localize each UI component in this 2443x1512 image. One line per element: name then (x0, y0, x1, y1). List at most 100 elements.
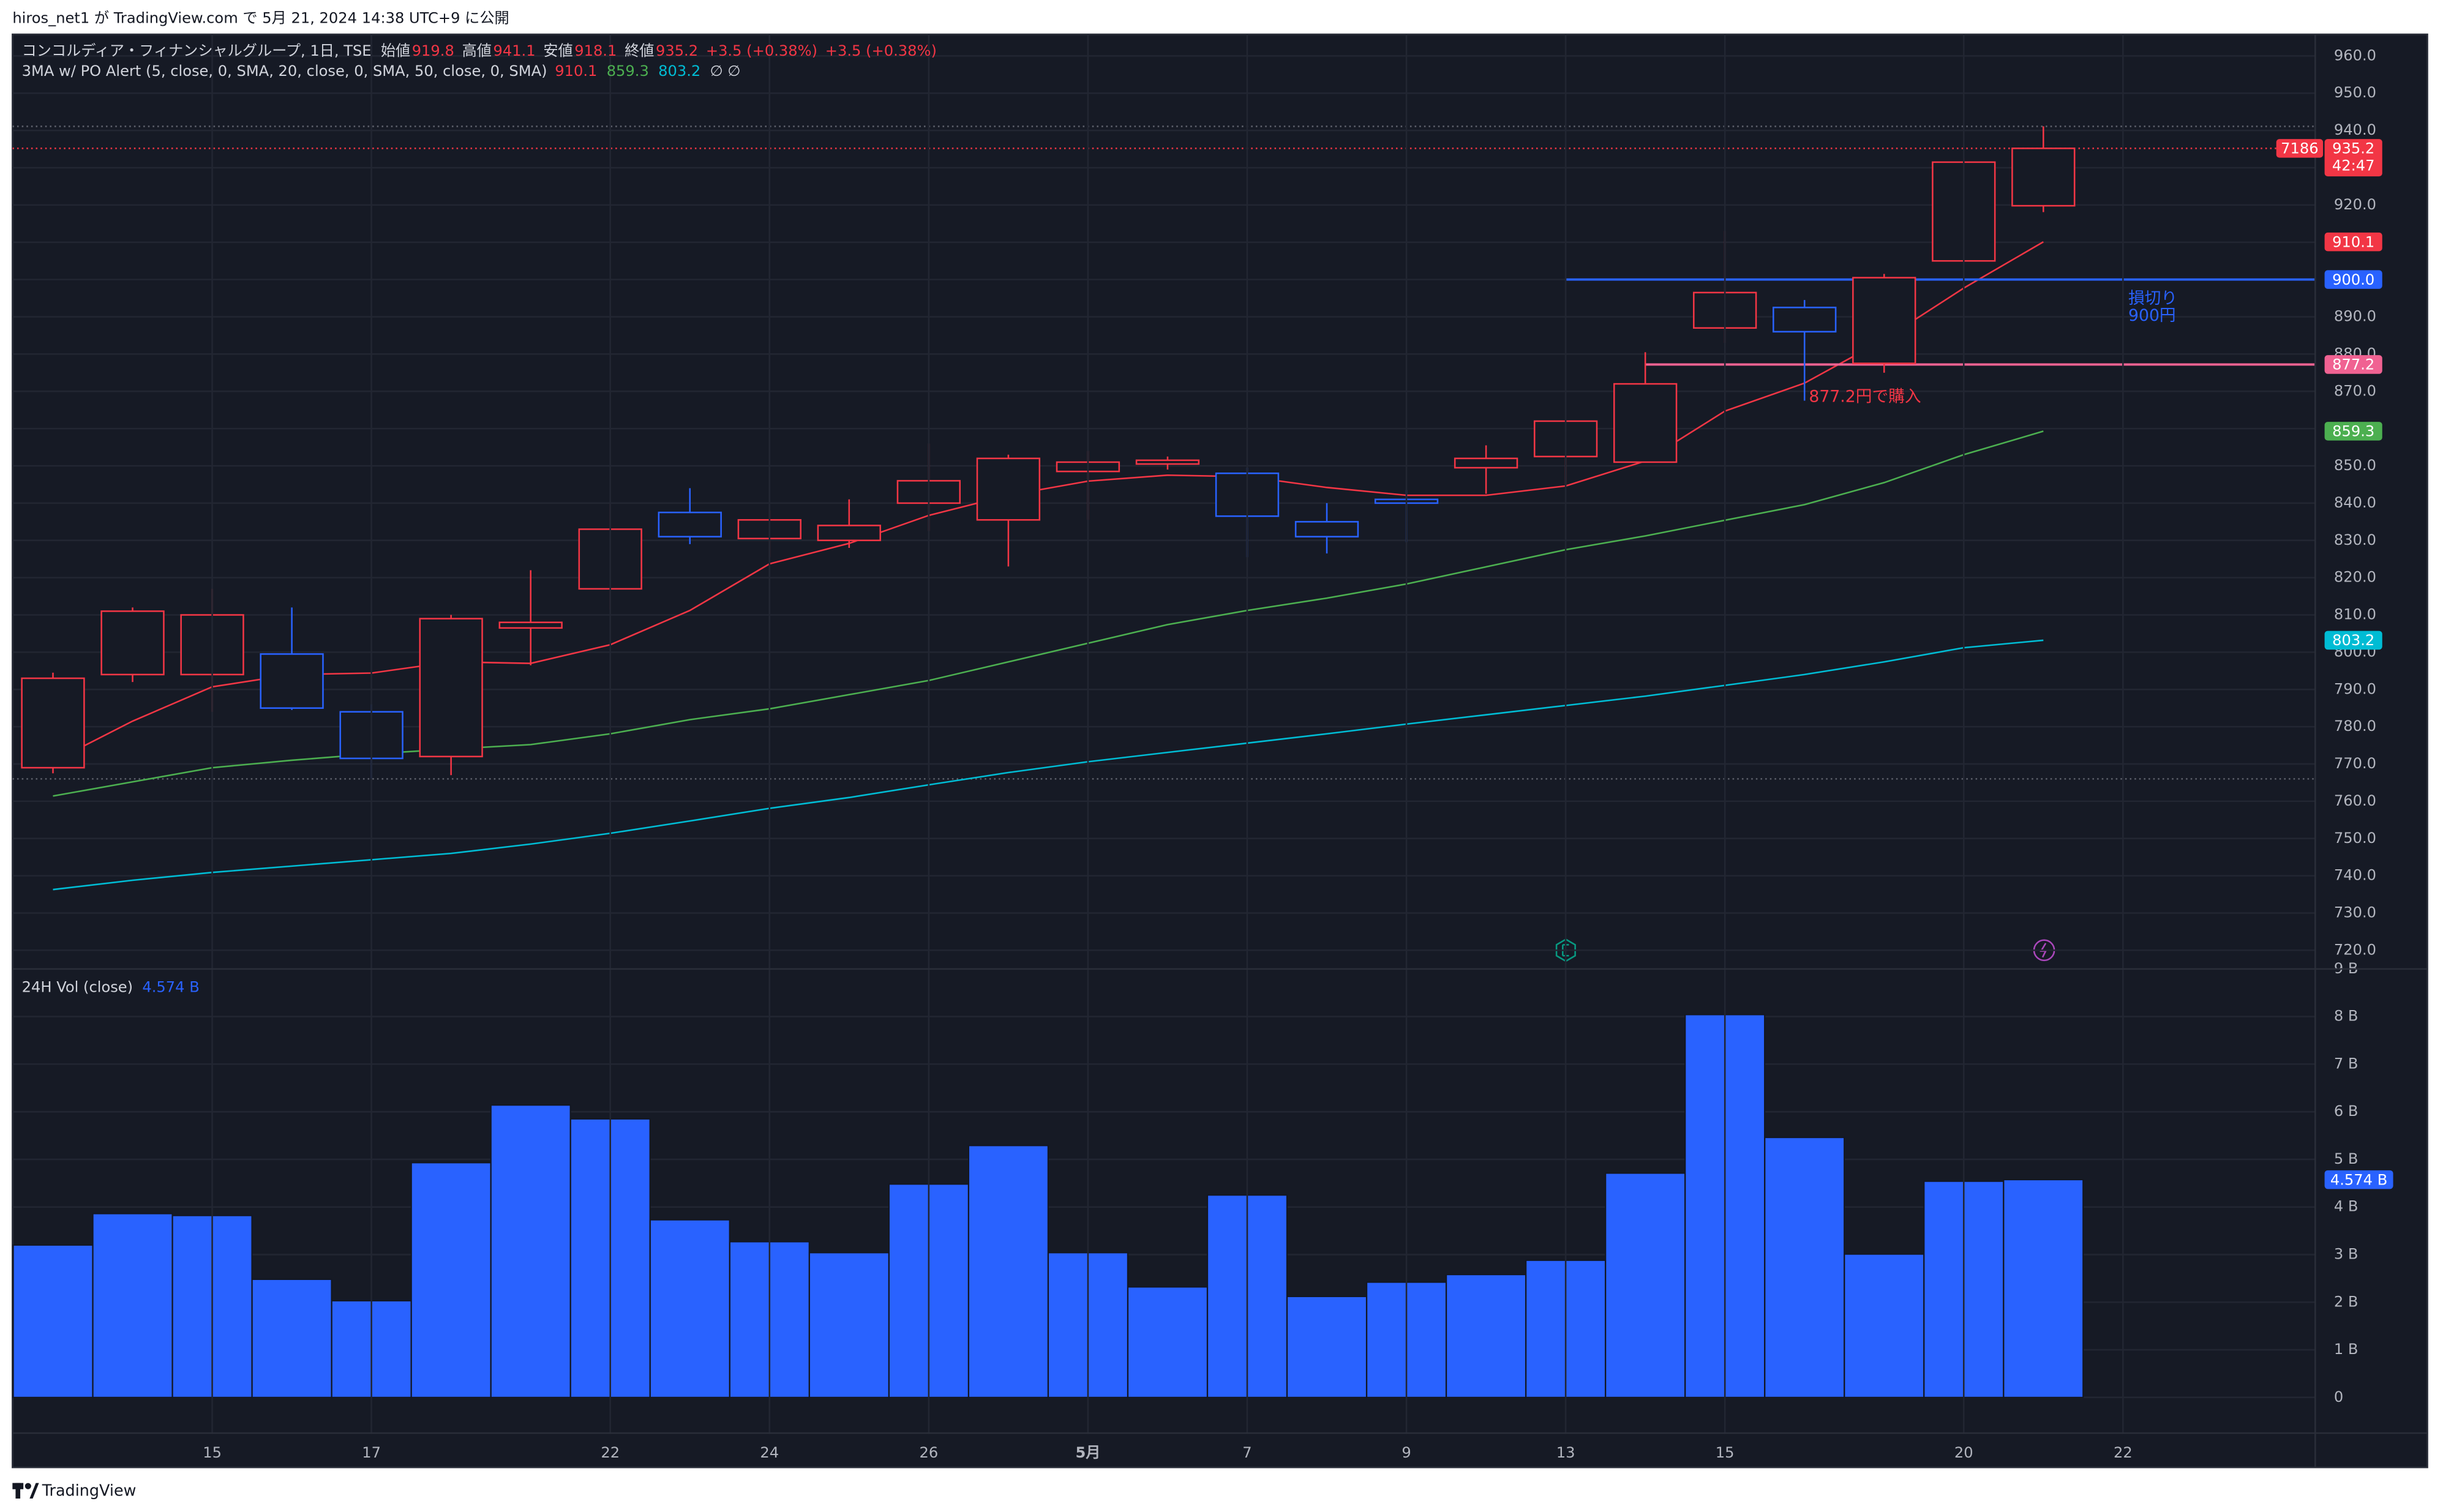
x-tick-label: 15 (1716, 1444, 1735, 1461)
y-tick-label: 750.0 (2334, 829, 2376, 847)
y-tick-label: 890.0 (2334, 308, 2376, 325)
x-tick-label: 15 (203, 1444, 222, 1461)
y-tick-label: 1 B (2334, 1341, 2359, 1358)
candle-body (1773, 307, 1837, 333)
legend-text: 3MA w/ PO Alert (5, close, 0, SMA, 20, c… (22, 62, 547, 80)
candle-body (100, 610, 165, 676)
tradingview-logo (12, 1483, 39, 1499)
volume-bar (808, 1252, 890, 1398)
candle-body (1294, 521, 1359, 537)
y-tick-label: 770.0 (2334, 755, 2376, 772)
candle-body (1135, 459, 1200, 465)
ma-last-value: 803.2 (2332, 632, 2374, 649)
x-tick-label: 17 (362, 1444, 381, 1461)
y-tick-label: 840.0 (2334, 494, 2376, 511)
volume-bar (251, 1278, 332, 1398)
legend-text: 918.1 (574, 42, 617, 59)
hline-label: 900.0 (2332, 271, 2374, 288)
hline-label: 877.2 (2332, 356, 2374, 373)
x-tick-label: 22 (2114, 1444, 2133, 1461)
countdown: 42:47 (2332, 157, 2375, 174)
legend-text: 941.1 (493, 42, 535, 59)
ma-line (53, 639, 2044, 891)
candle-body (1613, 383, 1678, 463)
volume-bar (92, 1213, 173, 1398)
candle-body (21, 677, 85, 769)
x-tick-label: 22 (601, 1444, 620, 1461)
last-price-box (2324, 139, 2382, 177)
y-tick-label: 850.0 (2334, 457, 2376, 474)
volume-bar (1844, 1253, 1925, 1398)
legend-text: 910.1 (555, 62, 597, 80)
y-tick-label: 740.0 (2334, 867, 2376, 884)
hline-label-box (2324, 355, 2382, 374)
candle-body (2011, 148, 2076, 207)
volume-bar (649, 1219, 730, 1398)
candle-body (1454, 457, 1518, 469)
annotation: 877.2円で購入 (1809, 387, 1921, 406)
candle-body (498, 621, 563, 629)
y-tick-label: 7 B (2334, 1055, 2359, 1072)
x-tick-label: 26 (919, 1444, 938, 1461)
legend-text: +3.5 (+0.38%) (825, 42, 937, 59)
hline-label-box (2324, 270, 2382, 289)
legend-text: 803.2 (658, 62, 700, 80)
volume-bar (967, 1145, 1049, 1398)
volume-bar (1764, 1137, 1845, 1398)
y-tick-label: 790.0 (2334, 680, 2376, 697)
candle-body (260, 653, 324, 709)
ma-line (52, 241, 2044, 763)
ma-last-value: 910.1 (2332, 233, 2374, 250)
x-tick-label: 24 (760, 1444, 779, 1461)
y-tick-label: 730.0 (2334, 904, 2376, 921)
candle-body (817, 525, 881, 542)
legend-text: 安値 (543, 42, 572, 59)
volume-bar (1286, 1295, 1367, 1398)
y-tick-label: 720.0 (2334, 941, 2376, 958)
y-tick-label: 960.0 (2334, 47, 2376, 64)
y-tick-label: 5 B (2334, 1150, 2359, 1167)
y-tick-label: 3 B (2334, 1246, 2359, 1263)
legend-text: 859.3 (607, 62, 649, 80)
volume-bar (2003, 1179, 2084, 1398)
legend-text: コンコルディア・フィナンシャルグループ, 1日, TSE (22, 42, 372, 59)
y-tick-label: 940.0 (2334, 121, 2376, 138)
candle-body (419, 618, 483, 758)
ma-last-value-box (2324, 631, 2382, 650)
x-tick-label: 20 (1954, 1444, 1973, 1461)
legend-text: 高値 (462, 42, 492, 59)
volume-bar (1446, 1274, 1526, 1398)
symbol-box (2276, 139, 2324, 158)
y-tick-label: 870.0 (2334, 382, 2376, 399)
x-tick-label: 13 (1556, 1444, 1575, 1461)
legend-text: +3.5 (+0.38%) (706, 42, 817, 59)
legend-text: 24H Vol (close) (22, 978, 133, 995)
annotation: 900円 (2128, 306, 2176, 325)
y-tick-label: 920.0 (2334, 196, 2376, 213)
y-tick-label: 830.0 (2334, 531, 2376, 548)
y-tick-label: 8 B (2334, 1008, 2359, 1025)
ma-last-value: 859.3 (2332, 423, 2374, 440)
y-tick-label: 2 B (2334, 1293, 2359, 1310)
x-tick-label: 9 (1402, 1444, 1411, 1461)
volume-bar (12, 1244, 94, 1398)
legend-text: 4.574 B (142, 978, 199, 995)
volume-bar (1605, 1172, 1686, 1398)
annotation: 損切り (2128, 289, 2177, 308)
y-tick-label: 810.0 (2334, 606, 2376, 623)
y-tick-label: 950.0 (2334, 84, 2376, 101)
candle-body (976, 457, 1041, 521)
last-price: 935.2 (2332, 140, 2374, 157)
symbol: 7186 (2281, 140, 2318, 157)
legend-text: 935.2 (656, 42, 698, 59)
y-tick-label: 760.0 (2334, 792, 2376, 809)
volume-last-value-box (2324, 1170, 2393, 1189)
volume-last-value: 4.574 B (2330, 1171, 2387, 1188)
candle-body (1852, 277, 1916, 364)
legend-text: 終値 (625, 42, 654, 59)
ma-last-value-box (2324, 232, 2382, 252)
volume-bar (410, 1162, 492, 1398)
x-tick-label: 7 (1242, 1444, 1252, 1461)
